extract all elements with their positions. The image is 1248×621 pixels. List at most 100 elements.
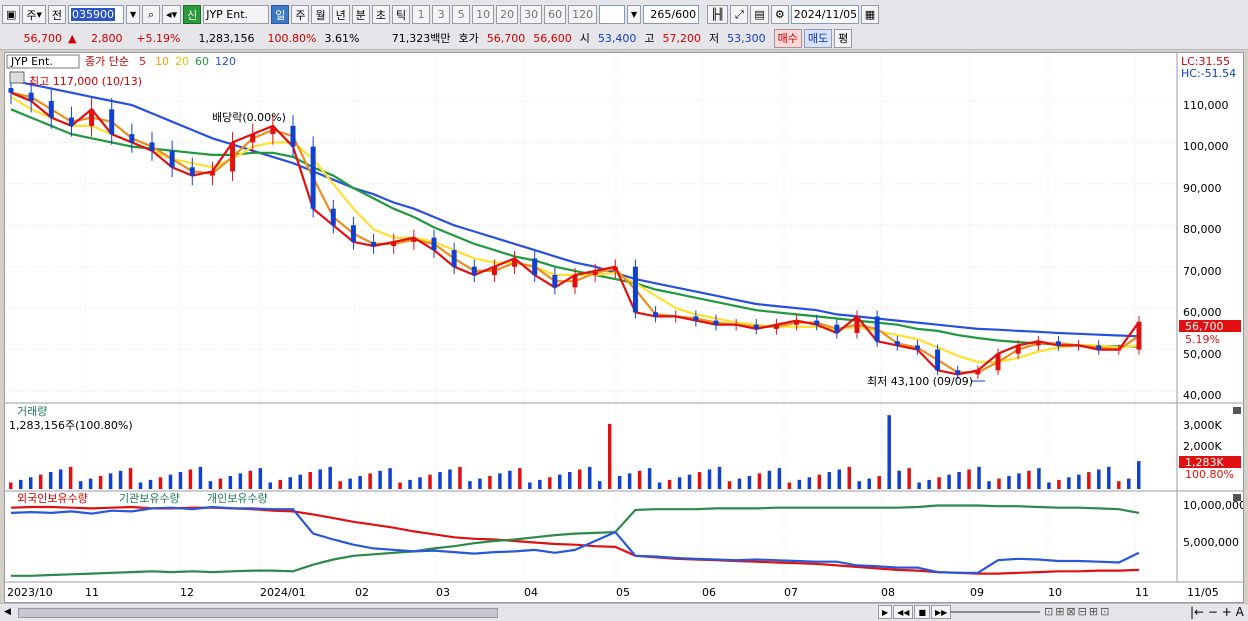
interval-5[interactable]: 5: [452, 5, 471, 24]
stop-icon[interactable]: ■: [914, 605, 931, 619]
candle-icon[interactable]: ╟╢: [707, 5, 729, 24]
volume-value: 1,283,156: [198, 31, 255, 45]
candle-body: [572, 275, 578, 288]
open-price: 53,400: [597, 31, 637, 45]
sell-button[interactable]: 매도: [803, 28, 833, 48]
stock-chart[interactable]: JYP Ent. 종가 단순 5 10 20 60 120 LC:31.55 H…: [5, 53, 1246, 602]
scroll-left-icon[interactable]: ◀: [4, 607, 11, 617]
x-tick-11: 11: [85, 586, 99, 599]
vol-tick-3000k: 3,000K: [1183, 419, 1222, 432]
volume-panel-close-icon[interactable]: [1233, 407, 1241, 414]
period-tick[interactable]: 틱: [391, 5, 411, 24]
volume-bar: [887, 415, 891, 489]
type-select[interactable]: 주 ▼: [22, 5, 46, 24]
volume-bar: [338, 481, 342, 489]
volume-bar: [777, 468, 782, 489]
period-minute[interactable]: 분: [351, 5, 370, 24]
interval-3[interactable]: 3: [432, 5, 451, 24]
save-icon[interactable]: ▤: [750, 5, 769, 24]
panel-frames: [5, 53, 1243, 583]
search-icon[interactable]: ⌕: [142, 5, 161, 24]
price-change: 2,800: [90, 31, 123, 45]
volume-bar: [488, 475, 492, 489]
count-input[interactable]: 265/600: [643, 5, 700, 24]
bid-price: 56,600: [533, 31, 572, 45]
candle-body: [230, 142, 236, 172]
scroll-thumb[interactable]: [18, 608, 498, 618]
date-input[interactable]: 2024/11/05: [790, 5, 859, 24]
code-input[interactable]: 035900: [68, 5, 125, 24]
candle-body: [1096, 345, 1102, 350]
drawing-tools-icon[interactable]: ⊡⊞⊠⊟⊞⊡: [1044, 605, 1112, 618]
volume-bar: [138, 482, 143, 489]
price-axis: 110,000 100,000 90,000 80,000 70,000 60,…: [1183, 99, 1229, 402]
volume-bar: [198, 466, 203, 489]
volume-bar: [448, 469, 452, 489]
interval-60[interactable]: 60: [544, 5, 567, 24]
period-day[interactable]: 일: [271, 5, 290, 24]
interval-120[interactable]: 120: [568, 5, 598, 24]
calendar-icon[interactable]: ▦: [860, 5, 880, 24]
interval-1[interactable]: 1: [412, 5, 431, 24]
x-tick-08: 08: [881, 586, 895, 599]
zoom-controls-icon[interactable]: |← − + A: [1190, 605, 1244, 619]
volume-bar: [947, 474, 951, 489]
candle-body: [713, 320, 719, 325]
forward-icon[interactable]: ▶▶: [931, 605, 952, 619]
volume-bar: [807, 477, 812, 489]
volume-bar: [897, 470, 901, 489]
draw-line-icon[interactable]: ⤢: [730, 5, 749, 24]
volume-bar: [747, 475, 752, 489]
period-year[interactable]: 년: [331, 5, 350, 24]
candle-body: [169, 150, 175, 168]
x-tick-right: 11/05: [1187, 586, 1219, 599]
period-month[interactable]: 월: [311, 5, 330, 24]
candle-body: [290, 125, 296, 147]
period-week[interactable]: 주: [291, 5, 310, 24]
chart-area[interactable]: JYP Ent. 종가 단순 5 10 20 60 120 LC:31.55 H…: [4, 52, 1246, 603]
high-annotation: 최고 117,000 (10/13): [29, 75, 142, 88]
volume-value-label: 1,283,156주(100.80%): [9, 419, 133, 432]
buy-button[interactable]: 매수: [773, 28, 802, 48]
holding-panel-close-icon[interactable]: [1233, 494, 1241, 501]
candle-body: [1116, 349, 1122, 351]
play-icon[interactable]: ▶: [878, 605, 893, 619]
rewind-icon[interactable]: ◀◀: [893, 605, 914, 619]
volume-bar: [1067, 477, 1071, 489]
volume-bar: [767, 470, 772, 489]
volume-bar: [58, 469, 63, 489]
interval-20[interactable]: 20: [496, 5, 519, 24]
interval-custom-input[interactable]: [599, 5, 626, 24]
volume-bar: [318, 469, 322, 489]
scroll-bar[interactable]: ◀ ▶ ◀◀ ■ ▶▶ ⊡⊞⊠⊟⊞⊡ |← − + A: [0, 603, 1248, 621]
volume-bar: [847, 466, 852, 489]
volume-bar: [498, 473, 502, 489]
zoom-slider[interactable]: [950, 611, 1040, 613]
candle-body: [632, 266, 638, 313]
gear-icon[interactable]: ⚙: [770, 5, 789, 24]
candle-body: [814, 320, 820, 325]
candles: [8, 76, 1142, 379]
volume-bar: [857, 481, 861, 489]
x-tick-05: 05: [616, 586, 630, 599]
speaker-icon[interactable]: ◂▾: [162, 5, 182, 24]
ma120-path: [10, 79, 1140, 338]
grid-toggle-icon[interactable]: [9, 71, 25, 84]
candle-body: [330, 208, 336, 226]
volume-bar: [358, 475, 362, 489]
interval-30[interactable]: 30: [520, 5, 543, 24]
up-arrow-icon: ▲: [68, 31, 77, 45]
prev-button[interactable]: 전: [47, 5, 67, 24]
volume-bar: [737, 478, 742, 489]
interval-10[interactable]: 10: [472, 5, 495, 24]
volume-bar: [528, 482, 532, 489]
average-button[interactable]: 평: [834, 28, 853, 48]
layout-icon[interactable]: ▣: [2, 5, 21, 24]
code-dropdown-icon[interactable]: ▼: [126, 5, 141, 24]
volume-bar: [468, 481, 472, 489]
x-tick-2024-01: 2024/01: [260, 586, 306, 599]
interval-dropdown-icon[interactable]: ▼: [627, 5, 642, 24]
volume-bar: [1097, 469, 1101, 489]
period-second[interactable]: 초: [371, 5, 390, 24]
volume-bar: [408, 479, 412, 489]
